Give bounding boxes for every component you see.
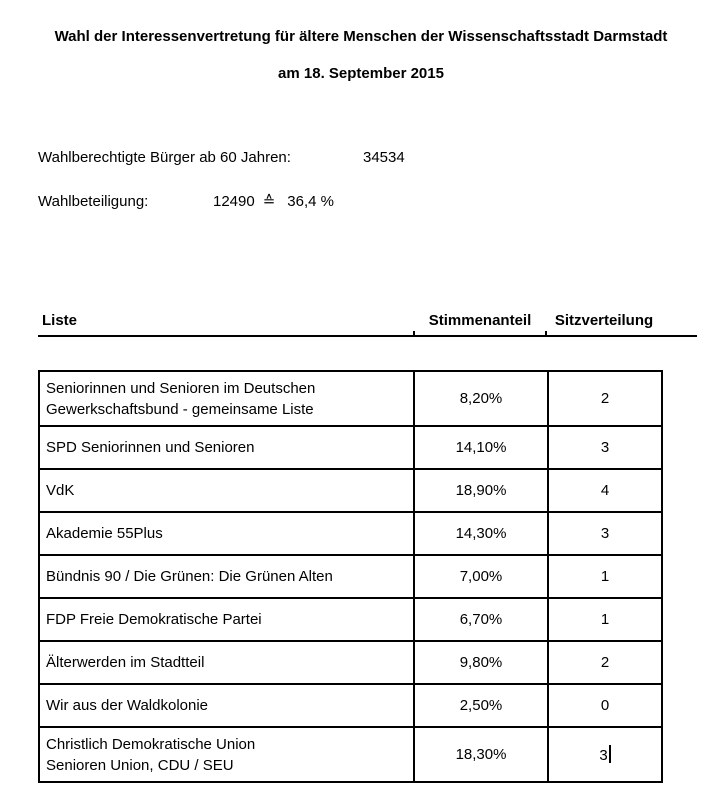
list-name-cell: Christlich Demokratische Union Senioren U… bbox=[38, 726, 415, 783]
document-subtitle-date: am 18. September 2015 bbox=[278, 65, 444, 82]
header-column-tick bbox=[413, 331, 415, 335]
vote-share-cell: 9,80% bbox=[413, 640, 549, 685]
list-name-cell: Wir aus der Waldkolonie bbox=[38, 683, 415, 728]
document-title: Wahl der Interessenvertretung für ältere… bbox=[54, 28, 668, 45]
vote-share-cell: 6,70% bbox=[413, 597, 549, 642]
table-row: Wir aus der Waldkolonie 2,50% 0 bbox=[38, 683, 663, 728]
vote-share-cell: 18,90% bbox=[413, 468, 549, 513]
column-header-sitzverteilung: Sitzverteilung bbox=[554, 312, 654, 329]
list-name-cell: VdK bbox=[38, 468, 415, 513]
table-row: VdK 18,90% 4 bbox=[38, 468, 663, 513]
seats-cell: 4 bbox=[547, 468, 663, 513]
vote-share-cell: 7,00% bbox=[413, 554, 549, 599]
header-column-tick bbox=[545, 331, 547, 335]
vote-share-cell: 2,50% bbox=[413, 683, 549, 728]
turnout-percent: 36,4 % bbox=[287, 193, 334, 210]
seats-cell: 3 bbox=[547, 511, 663, 556]
vote-share-cell: 14,30% bbox=[413, 511, 549, 556]
seats-cell: 2 bbox=[547, 640, 663, 685]
vote-share-cell: 8,20% bbox=[413, 370, 549, 427]
list-name-cell: FDP Freie Demokratische Partei bbox=[38, 597, 415, 642]
corresponds-to-symbol: ≙ bbox=[262, 193, 276, 210]
seats-cell: 3 bbox=[547, 726, 663, 783]
table-row: Seniorinnen und Senioren im Deutschen Gew… bbox=[38, 370, 663, 427]
turnout-line: Wahlbeteiligung: 12490 ≙ 36,4 % bbox=[38, 192, 334, 210]
table-row: Bündnis 90 / Die Grünen: Die Grünen Alte… bbox=[38, 554, 663, 599]
vote-share-cell: 14,10% bbox=[413, 425, 549, 470]
table-row: Älterwerden im Stadtteil 9,80% 2 bbox=[38, 640, 663, 685]
seats-cell: 2 bbox=[547, 370, 663, 427]
list-name-cell: SPD Seniorinnen und Senioren bbox=[38, 425, 415, 470]
text-cursor bbox=[608, 745, 611, 763]
list-name-cell: Älterwerden im Stadtteil bbox=[38, 640, 415, 685]
seats-cell: 1 bbox=[547, 597, 663, 642]
eligible-voters-line: Wahlberechtigte Bürger ab 60 Jahren: 3453… bbox=[38, 149, 405, 166]
list-name-cell: Seniorinnen und Senioren im Deutschen Gew… bbox=[38, 370, 415, 427]
turnout-label: Wahlbeteiligung: bbox=[38, 193, 149, 210]
seats-cell: 3 bbox=[547, 425, 663, 470]
list-name-cell: Akademie 55Plus bbox=[38, 511, 415, 556]
table-row: FDP Freie Demokratische Partei 6,70% 1 bbox=[38, 597, 663, 642]
seats-cell: 1 bbox=[547, 554, 663, 599]
turnout-count: 12490 bbox=[213, 193, 255, 210]
seats-cell: 0 bbox=[547, 683, 663, 728]
table-row: Christlich Demokratische Union Senioren U… bbox=[38, 726, 663, 783]
eligible-voters-value: 34534 bbox=[363, 149, 405, 166]
list-name-cell: Bündnis 90 / Die Grünen: Die Grünen Alte… bbox=[38, 554, 415, 599]
vote-share-cell: 18,30% bbox=[413, 726, 549, 783]
table-row: Akademie 55Plus 14,30% 3 bbox=[38, 511, 663, 556]
table-row: SPD Seniorinnen und Senioren 14,10% 3 bbox=[38, 425, 663, 470]
results-table-body: Seniorinnen und Senioren im Deutschen Gew… bbox=[38, 370, 663, 783]
header-underline-rule bbox=[38, 335, 697, 337]
results-table: Seniorinnen und Senioren im Deutschen Gew… bbox=[38, 370, 663, 783]
column-header-stimmenanteil: Stimmenanteil bbox=[428, 312, 532, 329]
column-header-liste: Liste bbox=[42, 312, 78, 329]
eligible-voters-label: Wahlberechtigte Bürger ab 60 Jahren: bbox=[38, 149, 291, 166]
